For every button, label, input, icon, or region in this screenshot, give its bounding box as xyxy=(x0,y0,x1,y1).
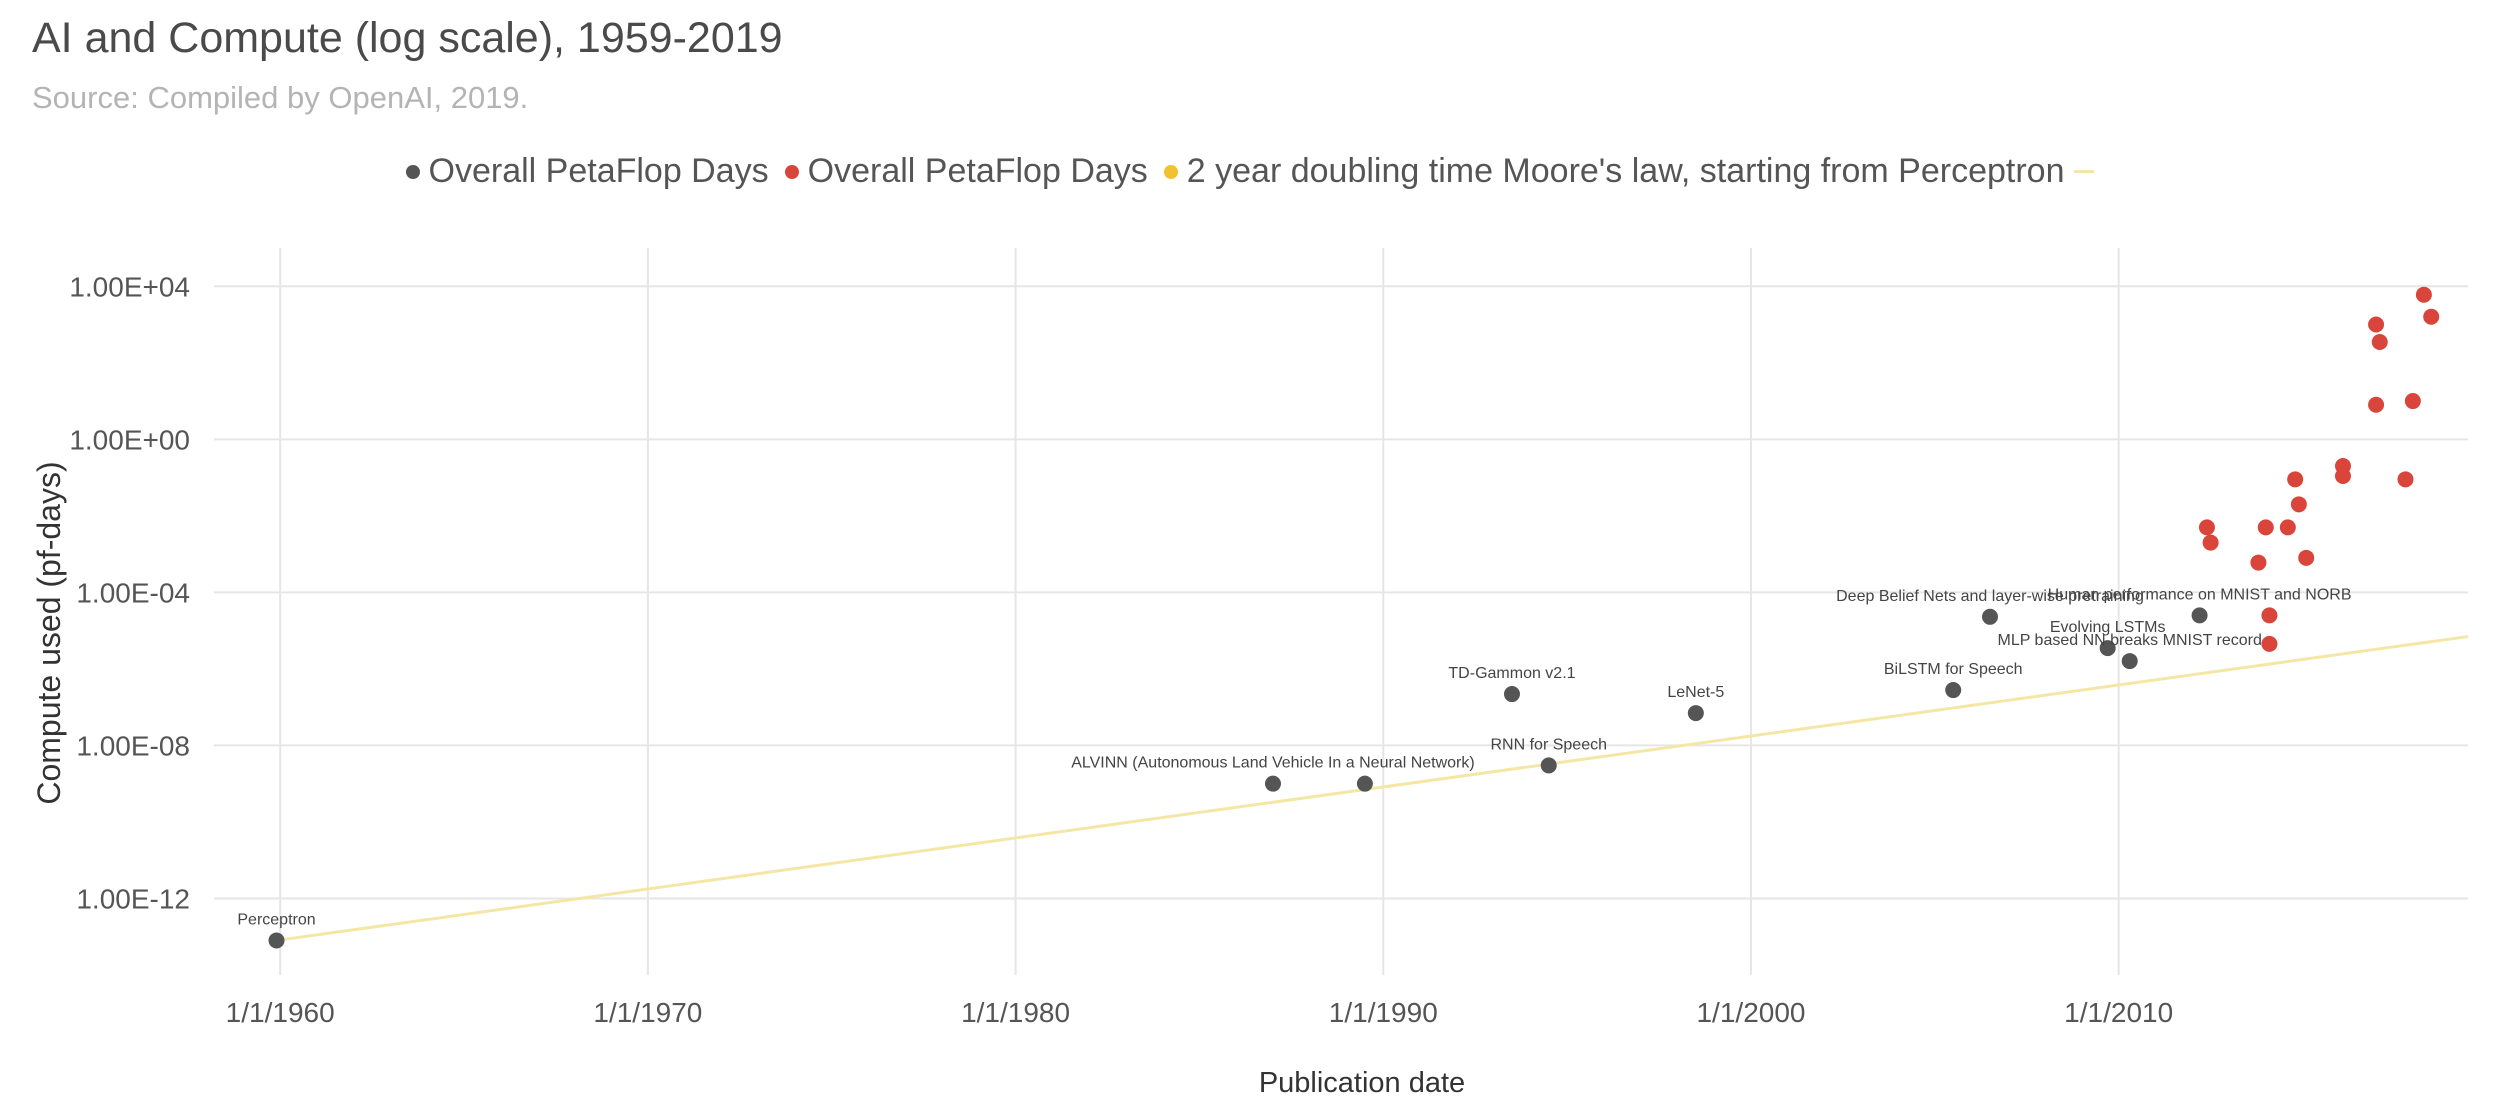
y-tick-label: 1.00E+00 xyxy=(69,424,190,455)
legend-label: Overall PetaFlop Days xyxy=(807,152,1148,190)
trend-line-layer xyxy=(276,635,2469,942)
data-point xyxy=(2250,554,2267,571)
data-point xyxy=(2298,549,2315,566)
data-point xyxy=(2279,519,2296,536)
data-point xyxy=(1540,757,1557,774)
data-point xyxy=(2261,635,2278,652)
data-point-label: Perceptron xyxy=(237,911,315,928)
data-point xyxy=(2371,333,2388,350)
data-point xyxy=(1981,608,1998,625)
x-tick-label: 1/1/1990 xyxy=(1329,997,1438,1028)
legend-item-overall-gray[interactable]: Overall PetaFlop Days xyxy=(405,152,769,191)
data-point xyxy=(268,932,285,949)
data-point-label: Evolving LSTMs xyxy=(2050,619,2166,636)
data-point xyxy=(1945,682,1962,699)
x-tick-label: 1/1/1970 xyxy=(593,997,702,1028)
legend-dot-gray xyxy=(405,164,420,179)
legend-label: Overall PetaFlop Days xyxy=(428,152,769,190)
chart-subtitle: Source: Compiled by OpenAI, 2019. xyxy=(32,80,529,115)
data-point-label: TD-Gammon v2.1 xyxy=(1448,665,1575,682)
data-point xyxy=(2257,519,2274,536)
data-point xyxy=(2099,640,2116,657)
y-tick-label: 1.00E-08 xyxy=(76,730,190,761)
data-point xyxy=(2368,396,2385,413)
legend-item-overall-red[interactable]: Overall PetaFlop Days xyxy=(784,152,1148,191)
data-point xyxy=(2368,316,2385,333)
data-point xyxy=(1356,775,1373,792)
data-point-label: MLP based NN breaks MNIST record xyxy=(1998,632,2262,649)
data-point xyxy=(2261,607,2278,624)
axis-labels: 1.00E+04 1.00E+00 1.00E-04 1.00E-08 1.00E-12… xyxy=(69,271,2173,1028)
data-point-label: ALVINN (Autonomous Land Vehicle In a Neu… xyxy=(1071,755,1474,772)
data-point xyxy=(2198,519,2215,536)
data-point xyxy=(2121,653,2138,670)
data-point xyxy=(2423,308,2440,325)
data-point xyxy=(2202,534,2219,551)
legend-item-moores-law[interactable]: 2 year doubling time Moore's law, starti… xyxy=(1163,152,2095,191)
data-point-label: BiLSTM for Speech xyxy=(1884,661,2023,678)
data-point xyxy=(1687,705,1704,722)
x-tick-label: 1/1/2000 xyxy=(1696,997,1805,1028)
x-tick-label: 1/1/2010 xyxy=(2064,997,2173,1028)
data-point xyxy=(2415,286,2432,303)
legend-line-marker xyxy=(2074,170,2095,173)
data-point-label: RNN for Speech xyxy=(1491,736,1608,753)
data-point xyxy=(2404,393,2421,410)
data-point xyxy=(2334,467,2351,484)
chart-title: AI and Compute (log scale), 1959-2019 xyxy=(32,14,783,62)
data-point-label: LeNet-5 xyxy=(1667,684,1724,701)
y-tick-label: 1.00E-12 xyxy=(76,883,190,914)
legend-label: 2 year doubling time Moore's law, starti… xyxy=(1186,152,2065,190)
data-labels: Perceptron ALVINN (Autonomous Land Vehicl… xyxy=(237,586,2351,928)
y-tick-label: 1.00E+04 xyxy=(69,271,190,302)
chart-legend: Overall PetaFlop Days Overall PetaFlop D… xyxy=(0,152,2500,191)
grid-lines xyxy=(214,248,2468,975)
data-point xyxy=(1264,775,1281,792)
y-axis-title: Compute used (pf-days) xyxy=(31,461,67,804)
data-point xyxy=(2191,607,2208,624)
data-point xyxy=(2287,471,2304,488)
data-point xyxy=(2290,496,2307,513)
data-points xyxy=(268,286,2440,949)
legend-dot-red xyxy=(784,164,799,179)
data-point xyxy=(2397,471,2414,488)
moores-law-trend-line xyxy=(276,635,2469,942)
x-axis-title: Publication date xyxy=(1259,1067,1465,1099)
y-tick-label: 1.00E-04 xyxy=(76,577,190,608)
data-point xyxy=(1503,686,1520,703)
legend-dot-yellow xyxy=(1163,164,1178,179)
data-point-label: Deep Belief Nets and layer-wise pretrain… xyxy=(1836,588,2144,605)
data-point-label: Human performance on MNIST and NORB xyxy=(2048,586,2352,603)
x-tick-label: 1/1/1960 xyxy=(226,997,335,1028)
x-tick-label: 1/1/1980 xyxy=(961,997,1070,1028)
